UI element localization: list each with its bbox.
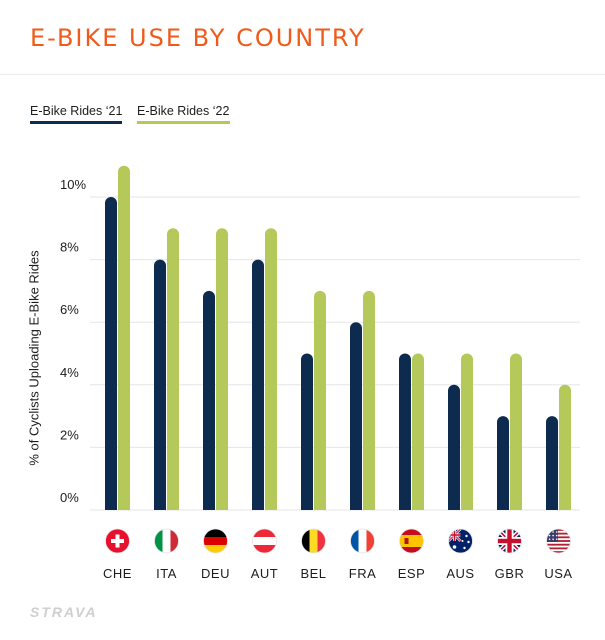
legend-label-2021: E-Bike Rides ‘21 (30, 104, 123, 118)
x-tick-label: DEU (201, 566, 230, 581)
y-tick-label: 8% (60, 240, 79, 255)
bar-2021 (203, 290, 215, 510)
x-tick-label: BEL (300, 566, 326, 581)
x-tick-label: ESP (398, 566, 426, 581)
germany-flag-icon (203, 528, 228, 554)
bar-2022 (314, 290, 326, 510)
x-tick-label: CHE (103, 566, 132, 581)
y-tick-label: 0% (60, 490, 79, 505)
legend-item-2021: E-Bike Rides ‘21 (30, 104, 123, 124)
bar-2021 (448, 384, 460, 510)
x-tick-label: GBR (495, 566, 525, 581)
bar-2021 (154, 259, 166, 510)
title-divider (0, 74, 605, 75)
chart-title: E-BIKE USE BY COUNTRY (30, 24, 366, 52)
legend-label-2022: E-Bike Rides ‘22 (137, 104, 230, 118)
x-tick-label: AUT (251, 566, 279, 581)
bar-2021 (497, 416, 509, 510)
bar-2022 (461, 353, 473, 510)
bar-2022 (363, 290, 375, 510)
y-tick-label: 4% (60, 365, 79, 380)
austria-flag-icon (252, 528, 277, 554)
y-tick-label: 2% (60, 427, 79, 442)
bar-2021 (301, 353, 313, 510)
bar-2021 (546, 416, 558, 510)
bar-2021 (350, 322, 362, 510)
x-tick-label: AUS (446, 566, 474, 581)
y-tick-label: 10% (60, 177, 86, 192)
bar-2021 (252, 259, 264, 510)
strava-logo: STRAVA (30, 604, 98, 620)
bar-2021 (105, 197, 117, 510)
france-flag-icon (350, 528, 375, 554)
x-tick-label: ITA (156, 566, 177, 581)
spain-flag-icon (399, 528, 424, 554)
belgium-flag-icon (301, 528, 326, 554)
bar-2022 (510, 353, 522, 510)
australia-flag-icon (448, 528, 473, 554)
bar-2022 (412, 353, 424, 510)
bar-2022 (118, 165, 130, 510)
y-tick-label: 6% (60, 302, 79, 317)
x-tick-label: USA (544, 566, 572, 581)
usa-flag-icon (546, 528, 571, 554)
bar-2022 (216, 228, 228, 510)
bar-2022 (167, 228, 179, 510)
x-tick-label: FRA (349, 566, 377, 581)
legend-swatch-2022 (137, 121, 230, 124)
bar-2021 (399, 353, 411, 510)
switzerland-flag-icon (105, 528, 130, 554)
bar-2022 (559, 384, 571, 510)
italy-flag-icon (154, 528, 179, 554)
bar-2022 (265, 228, 277, 510)
uk-flag-icon (497, 528, 522, 554)
legend-item-2022: E-Bike Rides ‘22 (137, 104, 230, 124)
legend-swatch-2021 (30, 121, 122, 124)
